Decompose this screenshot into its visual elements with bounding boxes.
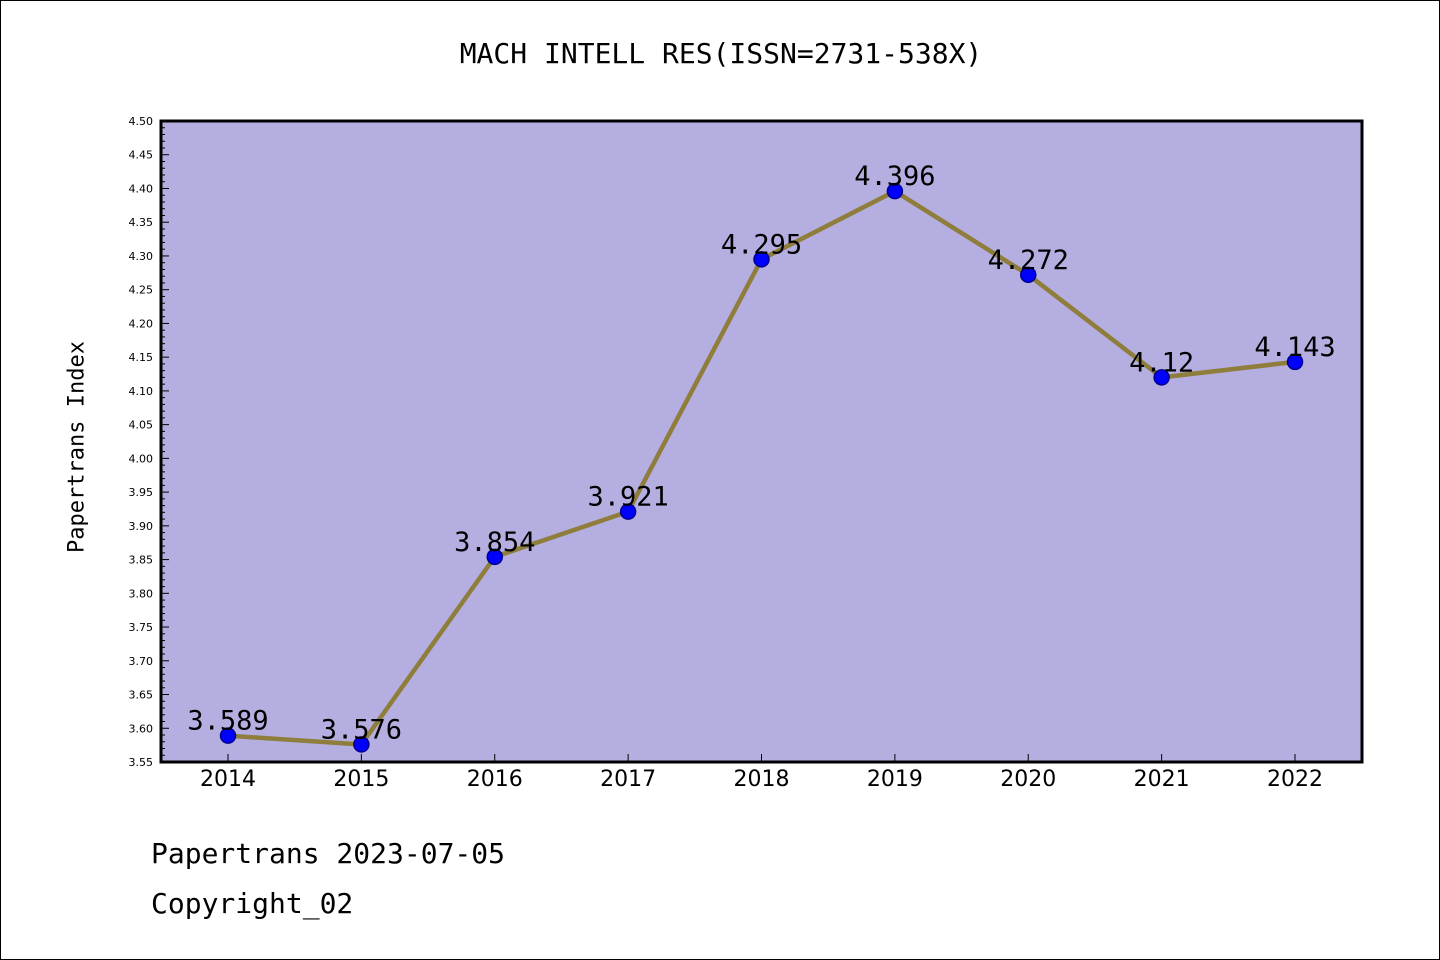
- x-tick-label: 2021: [1134, 767, 1190, 792]
- x-tick-label: 2017: [600, 767, 656, 792]
- x-tick-label: 2018: [734, 767, 790, 792]
- y-tick-label: 4.10: [129, 385, 154, 398]
- y-tick-label: 3.90: [129, 520, 154, 533]
- y-tick-label: 3.75: [129, 621, 154, 634]
- data-label: 4.143: [1254, 332, 1335, 363]
- data-point: [753, 251, 770, 268]
- footer-copyright: Copyright_02: [151, 887, 354, 920]
- data-point: [1020, 266, 1037, 284]
- data-label: 3.921: [587, 482, 668, 513]
- y-tick-label: 4.30: [129, 250, 154, 263]
- y-tick-label: 4.45: [129, 149, 154, 162]
- data-point: [619, 503, 637, 520]
- data-point: [1286, 353, 1304, 371]
- y-tick-label: 4.15: [129, 351, 154, 364]
- chart-title: MACH INTELL RES(ISSN=2731-538X): [459, 37, 983, 70]
- data-label: 3.854: [454, 527, 535, 558]
- y-tick-label: 4.35: [129, 216, 154, 229]
- y-tick-label: 4.50: [129, 115, 154, 128]
- y-tick-label: 3.80: [129, 587, 154, 600]
- y-tick-label: 3.85: [129, 554, 154, 567]
- plot-area: [161, 121, 1362, 762]
- data-point: [886, 182, 904, 200]
- y-tick-label: 3.55: [129, 756, 154, 769]
- x-tick-label: 2022: [1267, 767, 1323, 792]
- y-tick-label: 4.40: [129, 182, 154, 195]
- data-label: 4.12: [1129, 347, 1194, 378]
- x-tick-label: 2019: [867, 767, 923, 792]
- y-tick-label: 3.95: [129, 486, 154, 499]
- x-tick-label: 2014: [200, 767, 256, 792]
- footer-date: Papertrans 2023-07-05: [151, 837, 506, 870]
- data-point: [219, 727, 237, 744]
- y-tick-label: 4.00: [129, 452, 154, 465]
- y-tick-label: 3.65: [129, 689, 154, 702]
- data-point: [353, 736, 370, 753]
- plot-frame: [159, 119, 1364, 764]
- data-label: 3.589: [187, 706, 268, 737]
- y-tick-label: 4.20: [129, 317, 154, 330]
- data-label: 4.396: [854, 161, 935, 192]
- data-label: 4.295: [721, 229, 802, 260]
- y-tick-label: 4.25: [129, 284, 154, 297]
- data-label: 4.272: [988, 245, 1069, 276]
- x-tick-label: 2020: [1000, 767, 1056, 792]
- x-tick-label: 2015: [333, 767, 389, 792]
- data-label: 3.576: [321, 714, 402, 745]
- y-tick-label: 3.60: [129, 722, 154, 735]
- x-tick-label: 2016: [467, 767, 523, 792]
- y-tick-label: 4.05: [129, 419, 154, 432]
- data-point: [486, 548, 503, 566]
- data-point: [1153, 369, 1170, 386]
- y-tick-label: 3.70: [129, 655, 154, 668]
